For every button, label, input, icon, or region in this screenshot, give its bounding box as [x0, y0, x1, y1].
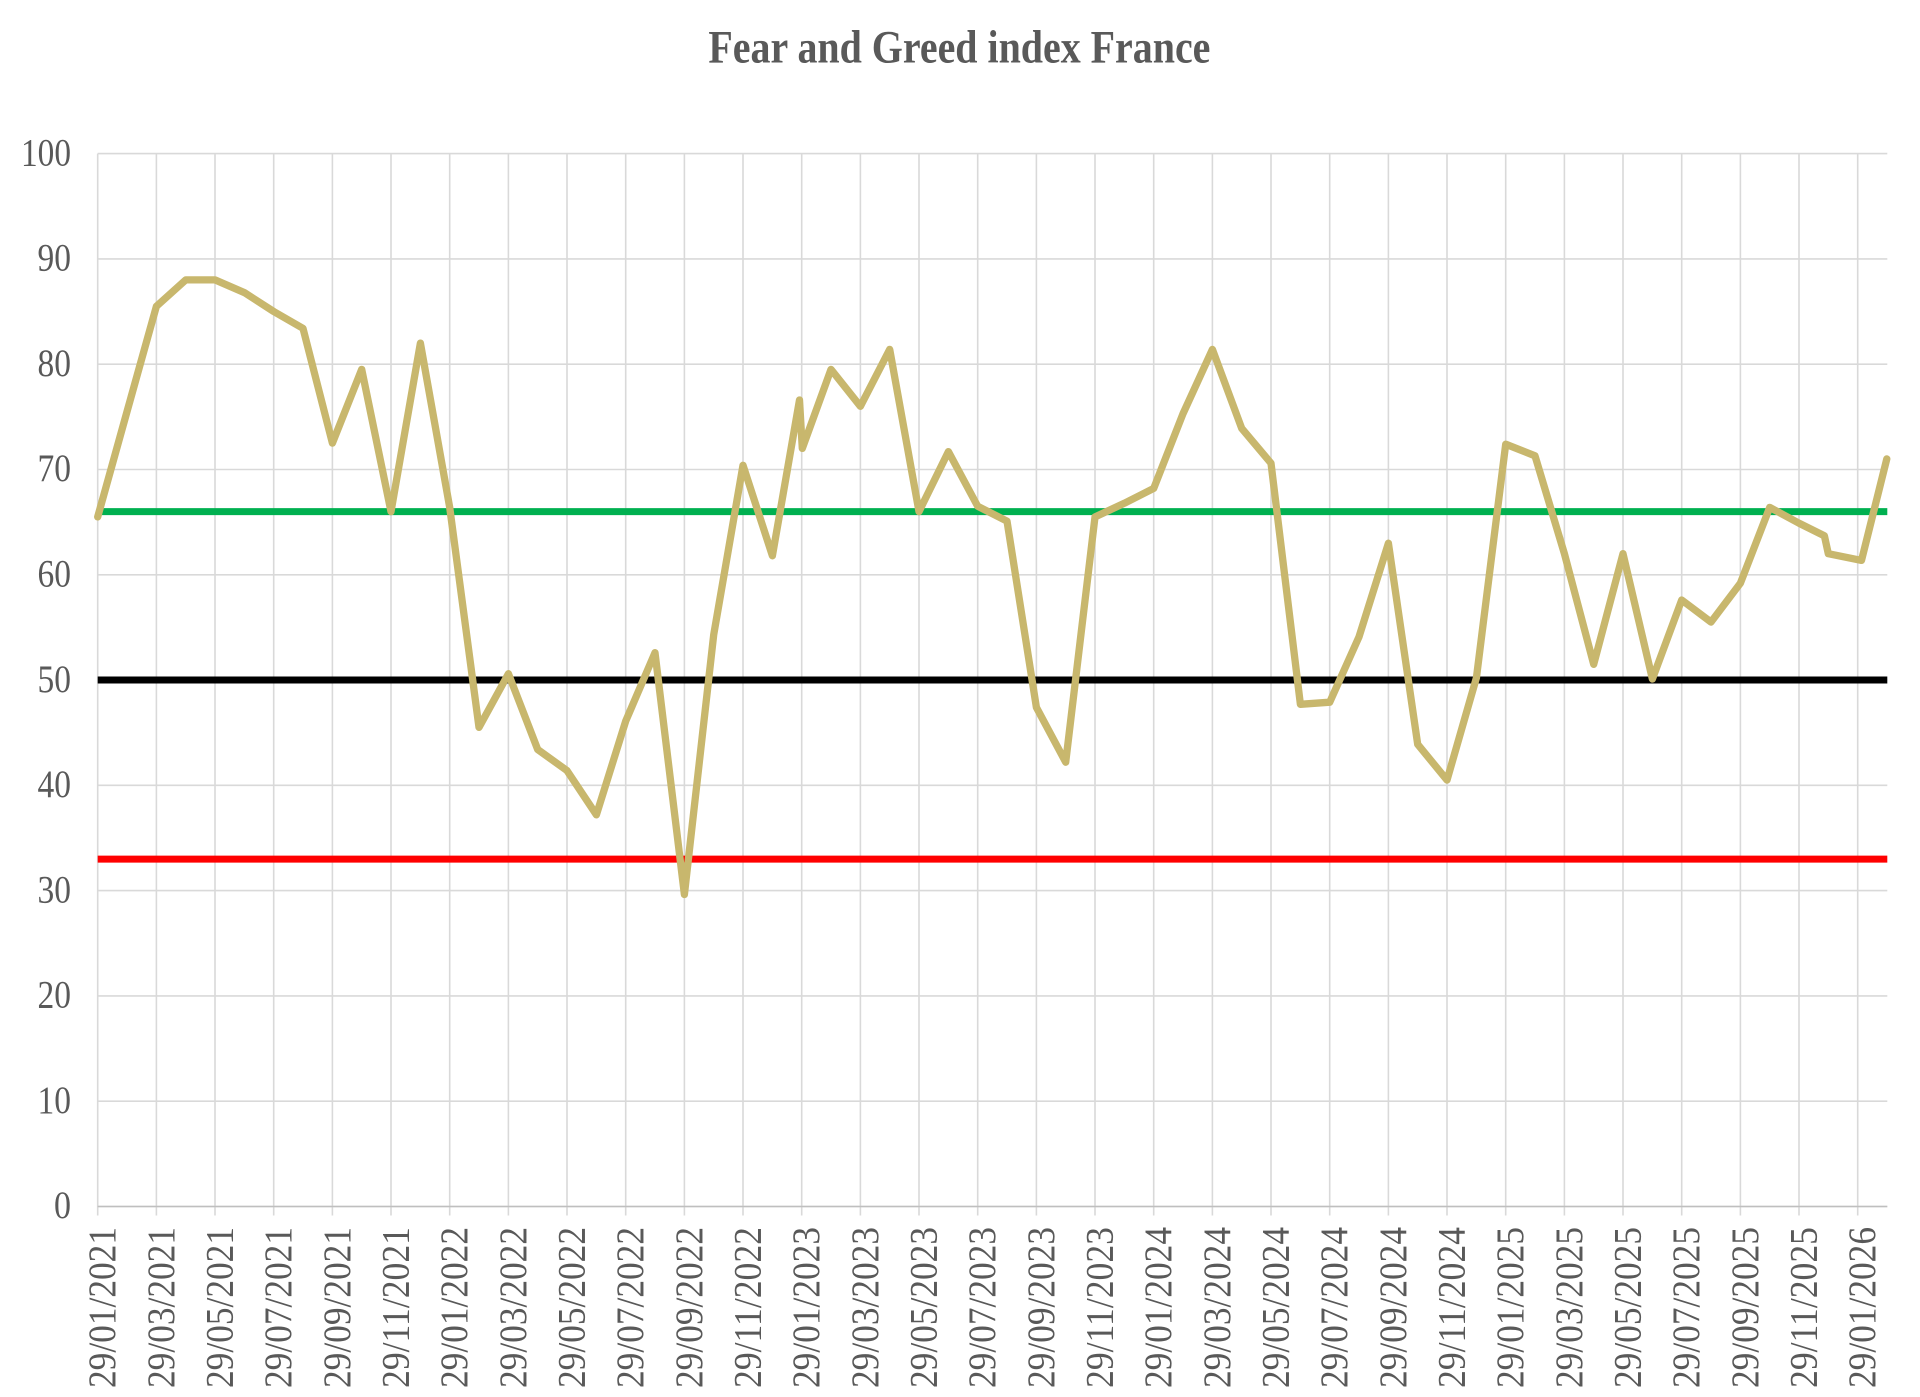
svg-text:29/11/2021: 29/11/2021 [375, 1227, 418, 1388]
svg-text:30: 30 [38, 868, 72, 911]
svg-text:60: 60 [38, 553, 72, 596]
svg-text:29/07/2025: 29/07/2025 [1665, 1227, 1708, 1388]
svg-text:29/01/2024: 29/01/2024 [1137, 1227, 1180, 1388]
svg-text:29/01/2023: 29/01/2023 [785, 1227, 828, 1388]
svg-text:29/07/2024: 29/07/2024 [1313, 1227, 1356, 1388]
svg-text:29/05/2023: 29/05/2023 [903, 1227, 946, 1388]
svg-text:29/07/2021: 29/07/2021 [257, 1227, 300, 1388]
svg-text:29/03/2023: 29/03/2023 [844, 1227, 887, 1388]
svg-text:80: 80 [38, 342, 72, 385]
svg-text:29/11/2023: 29/11/2023 [1079, 1227, 1122, 1388]
svg-text:29/03/2021: 29/03/2021 [140, 1227, 183, 1388]
svg-text:29/11/2022: 29/11/2022 [727, 1227, 770, 1388]
svg-text:20: 20 [38, 974, 72, 1017]
svg-text:Fear and Greed index France: Fear and Greed index France [708, 22, 1210, 74]
svg-text:10: 10 [38, 1079, 72, 1122]
svg-text:50: 50 [38, 658, 72, 701]
svg-text:29/03/2025: 29/03/2025 [1548, 1227, 1591, 1388]
svg-text:29/09/2021: 29/09/2021 [316, 1227, 359, 1388]
svg-text:40: 40 [38, 763, 72, 806]
svg-text:29/05/2025: 29/05/2025 [1607, 1227, 1650, 1388]
svg-text:29/01/2025: 29/01/2025 [1489, 1227, 1532, 1388]
svg-text:29/01/2022: 29/01/2022 [433, 1227, 476, 1388]
svg-text:29/03/2024: 29/03/2024 [1196, 1227, 1239, 1388]
svg-text:29/03/2022: 29/03/2022 [492, 1227, 535, 1388]
svg-text:29/07/2023: 29/07/2023 [961, 1227, 1004, 1388]
svg-text:29/05/2022: 29/05/2022 [551, 1227, 594, 1388]
svg-text:29/07/2022: 29/07/2022 [609, 1227, 652, 1388]
svg-text:90: 90 [38, 237, 72, 280]
svg-text:29/09/2025: 29/09/2025 [1724, 1227, 1767, 1388]
svg-text:29/11/2025: 29/11/2025 [1783, 1227, 1826, 1388]
svg-text:29/09/2024: 29/09/2024 [1372, 1227, 1415, 1388]
svg-text:70: 70 [38, 447, 72, 490]
svg-text:29/11/2024: 29/11/2024 [1431, 1227, 1474, 1388]
svg-text:29/01/2026: 29/01/2026 [1841, 1227, 1884, 1388]
svg-text:29/09/2023: 29/09/2023 [1020, 1227, 1063, 1388]
svg-text:29/05/2024: 29/05/2024 [1255, 1227, 1298, 1388]
svg-text:29/01/2021: 29/01/2021 [81, 1227, 124, 1388]
svg-text:100: 100 [21, 131, 71, 174]
svg-text:0: 0 [54, 1184, 71, 1227]
svg-text:29/05/2021: 29/05/2021 [199, 1227, 242, 1388]
svg-text:29/09/2022: 29/09/2022 [668, 1227, 711, 1388]
